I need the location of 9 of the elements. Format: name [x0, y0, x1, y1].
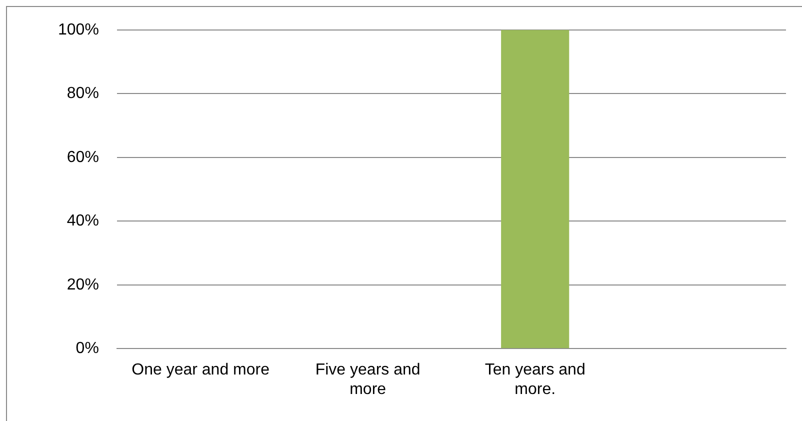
y-tick-label: 100%	[58, 21, 99, 38]
y-tick-label: 0%	[76, 340, 99, 358]
y-tick-label: 60%	[66, 148, 99, 166]
x-tick-label: Five years and more	[315, 362, 420, 398]
y-tick-label: 20%	[66, 276, 99, 294]
x-tick-label: One year and more	[132, 362, 270, 379]
x-tick-label: Ten years and more.	[484, 362, 586, 398]
y-tick-label: 40%	[66, 212, 99, 230]
y-tick-label: 80%	[66, 85, 99, 102]
